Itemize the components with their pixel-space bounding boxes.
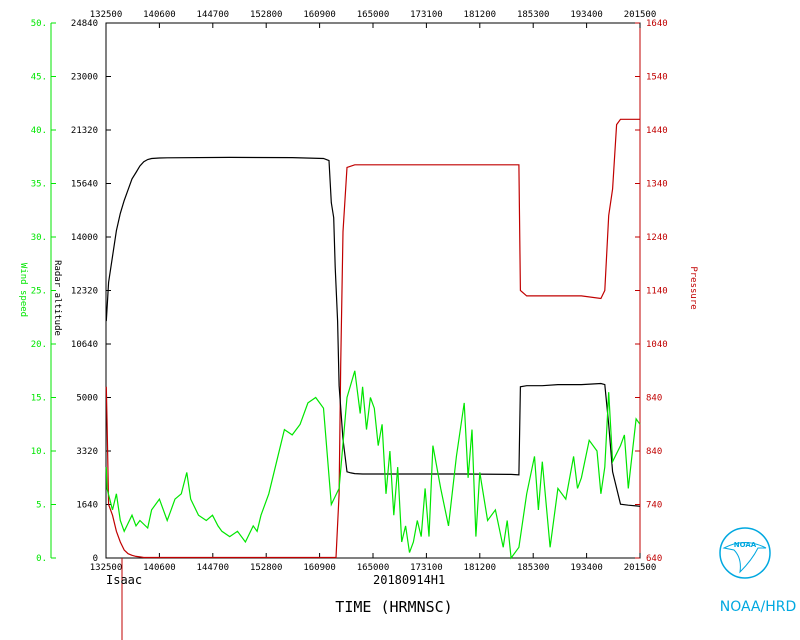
wind-tick-label: 30.	[31, 233, 47, 243]
x-tick-label-bottom: 144700	[197, 563, 230, 573]
altitude-tick-label: 23000	[71, 73, 98, 83]
wind-axis-title: Wind speed	[18, 263, 28, 317]
x-tick-label-bottom: 140600	[143, 563, 176, 573]
altitude-axis-title: Radar altitude	[52, 260, 62, 336]
noaa-bird-icon	[722, 542, 767, 574]
altitude-tick-label: 12320	[71, 287, 98, 297]
pressure-tick-label: 1240	[646, 233, 668, 243]
pressure-tick-label: 1040	[646, 340, 668, 350]
series-layer	[105, 118, 641, 560]
x-tick-label-bottom: 173100	[410, 563, 443, 573]
x-tick-label-top: 165000	[357, 10, 390, 20]
pressure-tick-label: 1140	[646, 287, 668, 297]
x-tick-label-top: 160900	[303, 10, 336, 20]
x-tick-label-top: 132500	[90, 10, 123, 20]
x-tick-label-bottom: 160900	[303, 563, 336, 573]
x-tick-label-top: 193400	[570, 10, 603, 20]
altitude-tick-label: 15640	[71, 180, 98, 190]
x-tick-label-top: 201500	[624, 10, 657, 20]
wind-tick-label: 15.	[31, 394, 47, 404]
altitude-tick-label: 5000	[76, 394, 98, 404]
x-tick-label-bottom: 165000	[357, 563, 390, 573]
noaa-emblem-icon	[719, 527, 771, 579]
wind-tick-label: 5.	[36, 501, 47, 511]
pressure-axis-title: Pressure	[688, 266, 698, 309]
x-tick-label-top: 152800	[250, 10, 283, 20]
pressure-tick-label: 640	[646, 554, 662, 564]
noaa-hrd-label: NOAA/HRD	[720, 599, 797, 615]
pressure-tick-label: 1340	[646, 180, 668, 190]
x-tick-label-top: 185300	[517, 10, 550, 20]
altitude-tick-label: 14000	[71, 233, 98, 243]
wind-tick-label: 35.	[31, 180, 47, 190]
noaa-emblem-text: NOAA	[734, 541, 757, 549]
altitude-tick-label: 3320	[76, 447, 98, 457]
x-tick-label-bottom: 201500	[624, 563, 657, 573]
x-tick-label-bottom: 185300	[517, 563, 550, 573]
wind-axis-ticks: 0. 5. 10. 15. 20. 25. 30. 35. 40. 45. 50.	[31, 19, 56, 564]
x-tick-label-bottom: 132500	[90, 563, 123, 573]
x-tick-label-bottom: 152800	[250, 563, 283, 573]
pressure-tick-label: 840	[646, 447, 662, 457]
wind-tick-label: 10.	[31, 447, 47, 457]
flight-id: 20180914H1	[373, 573, 445, 587]
x-tick-label-top: 181200	[464, 10, 497, 20]
pressure-line	[105, 118, 640, 559]
pressure-tick-label: 840	[646, 394, 662, 404]
time-axis-title: TIME (HRMNSC)	[335, 598, 452, 616]
plot-area-frame	[105, 22, 641, 559]
wind-speed-line	[105, 370, 641, 560]
x-axis-top-ticks: 132500 140600 144700 152800 160900 165000 1731…	[90, 10, 657, 28]
x-axis-bottom-ticks: 132500 140600 144700 152800 160900 165000 1731…	[90, 553, 657, 573]
altitude-tick-label: 10640	[71, 340, 98, 350]
altitude-axis-ticks: 0 1640 3320 5000 10640 12320 14000 15640 21320 23…	[71, 19, 111, 564]
pressure-axis-ticks: 640 740 840 840 1040 1140 1240 1340 1440 1540 1640	[635, 19, 668, 564]
x-tick-label-top: 144700	[197, 10, 230, 20]
storm-name: Isaac	[106, 573, 142, 587]
x-tick-label-top: 173100	[410, 10, 443, 20]
pressure-tick-label: 1540	[646, 73, 668, 83]
noaa-logo: NOAA NOAA/HRD	[719, 527, 797, 615]
altitude-tick-label: 21320	[71, 126, 98, 136]
altitude-tick-label: 24840	[71, 19, 98, 29]
wind-tick-label: 0.	[36, 554, 47, 564]
wind-tick-label: 50.	[31, 19, 47, 29]
wind-tick-label: 45.	[31, 73, 47, 83]
x-tick-label-bottom: 193400	[570, 563, 603, 573]
x-tick-label-top: 140600	[143, 10, 176, 20]
pressure-tick-label: 1640	[646, 19, 668, 29]
pressure-tick-label: 740	[646, 501, 662, 511]
wind-tick-label: 20.	[31, 340, 47, 350]
pressure-tick-label: 1440	[646, 126, 668, 136]
altitude-tick-label: 0	[93, 554, 98, 564]
wind-tick-label: 25.	[31, 287, 47, 297]
altitude-tick-label: 1640	[76, 501, 98, 511]
x-tick-label-bottom: 181200	[464, 563, 497, 573]
radar-altitude-line	[105, 156, 641, 507]
wind-tick-label: 40.	[31, 126, 47, 136]
